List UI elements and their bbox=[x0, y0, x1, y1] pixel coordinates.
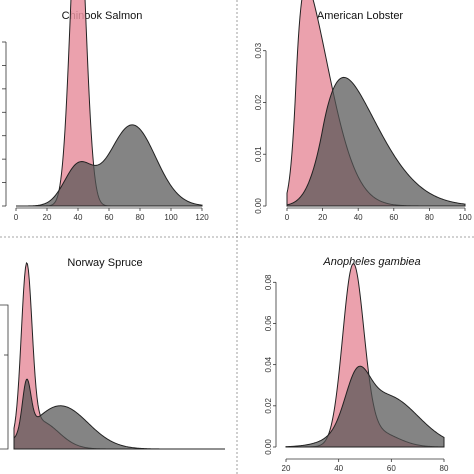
grey-density-area bbox=[13, 378, 225, 450]
x-tick-label: 40 bbox=[74, 213, 83, 222]
x-tick-label: 80 bbox=[136, 213, 145, 222]
x-tick-label: 20 bbox=[282, 464, 291, 473]
panel-chinook-salmon: Chinook Salmon 0 20 40 60 80 100 120 bbox=[2, 0, 209, 222]
x-tick-label: 60 bbox=[389, 213, 398, 222]
panel-title: American Lobster bbox=[317, 10, 404, 22]
grey-density-area bbox=[285, 365, 445, 448]
x-tick-label: 80 bbox=[440, 464, 449, 473]
panel-american-lobster: American Lobster 0 20 40 60 80 100 0.00 0.01 0.0… bbox=[254, 0, 472, 222]
y-tick-label: 0.04 bbox=[264, 356, 273, 372]
y-axis-line bbox=[0, 304, 9, 450]
x-tick-label: 80 bbox=[425, 213, 434, 222]
y-tick-label: 0.03 bbox=[254, 42, 263, 58]
grey-density-area bbox=[16, 124, 203, 207]
x-tick-label: 60 bbox=[105, 213, 114, 222]
y-tick-label: 0.00 bbox=[264, 439, 273, 455]
x-tick-label: 20 bbox=[43, 213, 52, 222]
panel-title: Anopheles gambiea bbox=[322, 256, 420, 268]
x-tick-label: 0 bbox=[14, 213, 19, 222]
y-tick-label: 0.01 bbox=[254, 146, 263, 162]
panel-anopheles-gambiea: Anopheles gambiea 20 40 60 80 0.00 0.02 0.04 0.… bbox=[264, 256, 449, 473]
x-tick-label: 40 bbox=[354, 213, 363, 222]
panel-norway-spruce: Norway Spruce bbox=[0, 257, 225, 450]
grey-density-area bbox=[286, 76, 466, 207]
x-tick-label: 40 bbox=[334, 464, 343, 473]
y-tick-label: 0.08 bbox=[264, 274, 273, 290]
x-tick-label: 60 bbox=[387, 464, 396, 473]
y-tick-label: 0.06 bbox=[264, 315, 273, 331]
y-tick-label: 0.02 bbox=[264, 397, 273, 413]
x-tick-label: 100 bbox=[164, 213, 178, 222]
y-tick-label: 0.02 bbox=[254, 94, 263, 110]
x-tick-label: 100 bbox=[458, 213, 472, 222]
y-tick-label: 0.00 bbox=[254, 198, 263, 214]
x-tick-label: 120 bbox=[195, 213, 209, 222]
x-tick-label: 0 bbox=[285, 213, 290, 222]
panel-title: Norway Spruce bbox=[67, 257, 142, 269]
x-tick-label: 20 bbox=[318, 213, 327, 222]
